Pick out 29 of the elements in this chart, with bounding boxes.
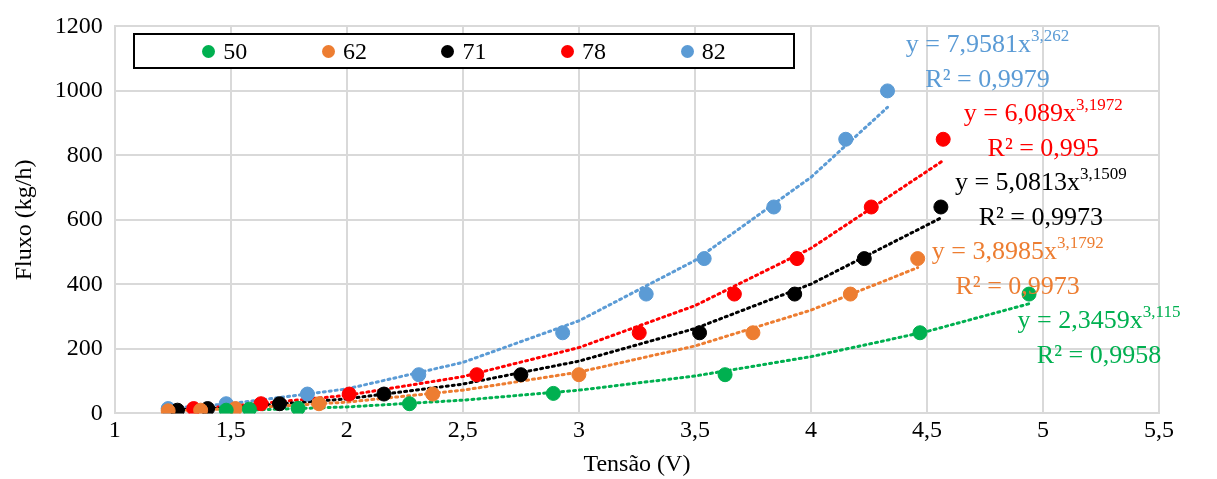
y-tick-label: 400 — [66, 269, 103, 296]
annotation: R² = 0,9973 — [978, 201, 1104, 231]
x-axis-title: Tensão (V) — [583, 449, 691, 476]
x-tick-label: 1,5 — [215, 416, 246, 443]
annotation: R² = 0,995 — [987, 132, 1099, 162]
y-tick-label: 200 — [66, 334, 103, 361]
x-tick-label: 2,5 — [447, 416, 478, 443]
legend-label: 62 — [342, 37, 367, 65]
x-tick-label: 5 — [1036, 416, 1049, 443]
x-tick-label: 3 — [572, 416, 585, 443]
x-tick-label: 4 — [804, 416, 817, 443]
x-tick-label: 4,5 — [911, 416, 942, 443]
x-tick-label: 1 — [108, 416, 121, 443]
legend-label: 50 — [223, 37, 248, 65]
legend-label: 82 — [701, 37, 726, 65]
legend-label: 71 — [462, 37, 487, 65]
annotation: R² = 0,9979 — [925, 63, 1050, 93]
x-tick-label: 2 — [340, 416, 353, 443]
y-tick-label: 1000 — [54, 76, 103, 103]
y-tick-label: 1200 — [54, 11, 103, 38]
x-tick-label: 3,5 — [679, 416, 710, 443]
annotation: R² = 0,9958 — [1036, 339, 1162, 369]
annotation: R² = 0,9973 — [955, 270, 1080, 300]
y-tick-label: 800 — [66, 140, 103, 167]
legend-label: 78 — [582, 37, 607, 65]
y-tick-label: 600 — [66, 205, 103, 232]
y-axis-title: Fluxo (kg/h) — [9, 159, 36, 281]
y-tick-label: 0 — [90, 398, 103, 425]
x-tick-label: 5,5 — [1144, 416, 1174, 443]
